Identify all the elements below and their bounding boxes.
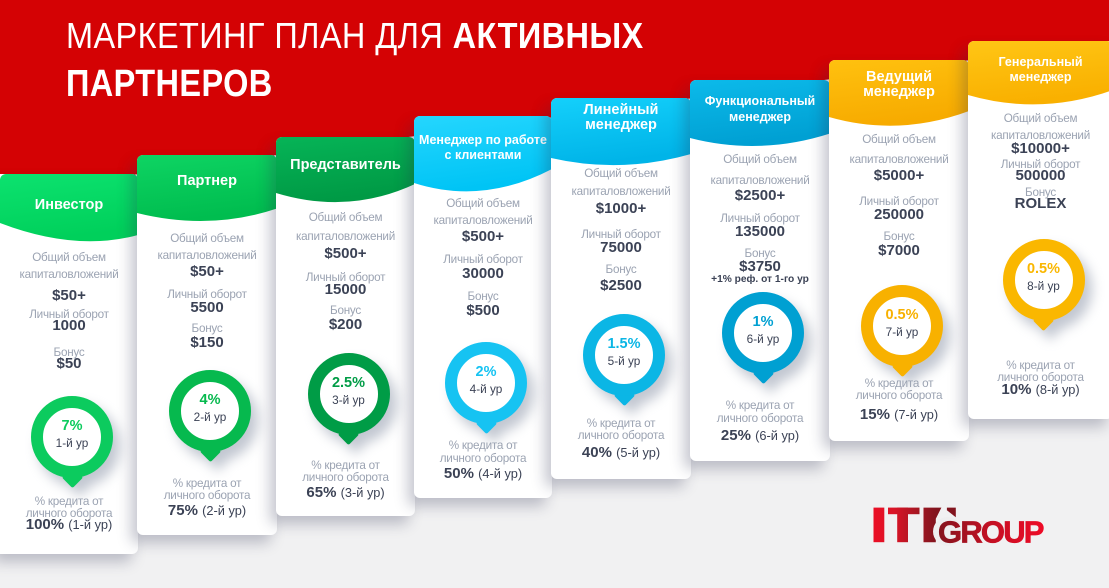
- svg-text:GROUP: GROUP: [938, 514, 1044, 549]
